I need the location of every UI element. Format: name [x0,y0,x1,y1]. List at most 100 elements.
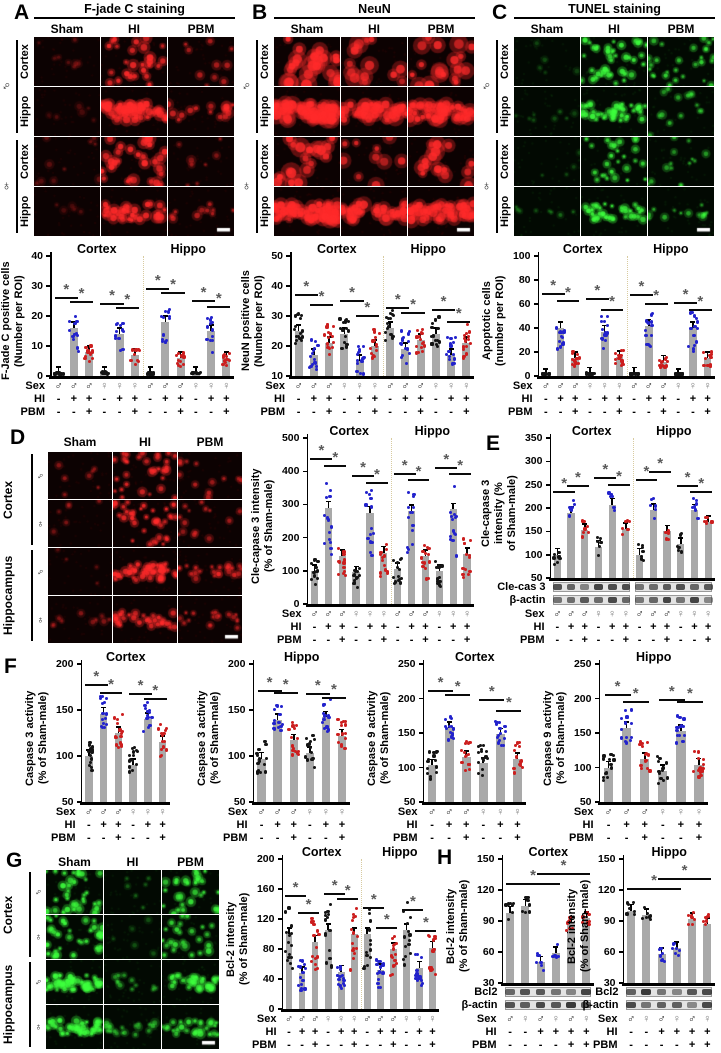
panel-g-micrographs: Sham HI PBM Cortex ♂ ♀ Hippocampus ♂ ♀ [0,846,225,1053]
micrograph-cell [101,187,167,236]
scatter-dot [384,569,388,573]
error-bar [555,947,557,954]
scatter-dot [176,351,180,355]
bar [370,346,379,376]
scatter-dot [311,348,315,352]
scatter-dot [570,352,575,356]
scatter-dot [210,350,214,354]
scatter-dot [462,333,467,338]
x-row-value: + [290,832,297,844]
scatter-dot [415,328,419,332]
y-tick-label: 0 [268,1003,275,1015]
scatter-dot [146,725,151,729]
scatter-dot [332,341,336,345]
scatter-dot [392,576,396,580]
x-row-value: ♀ [688,380,698,392]
error-bar-cap [514,752,520,754]
scatter-dot [565,929,569,933]
scatter-dot [264,756,268,760]
scatter-dot [706,914,710,918]
scatter-dot [628,739,632,743]
blot-band [662,597,672,603]
scatter-dot [313,957,317,961]
significance-line [309,304,334,306]
x-row-value: - [324,832,328,844]
significance-line [600,308,624,311]
x-row-value: ♂ [659,380,668,392]
blot-band [635,597,644,603]
scatter-dot [481,758,485,763]
scatter-dot [451,529,456,533]
blot-band [505,989,515,995]
significance-star: * [314,677,321,695]
scatter-dot [209,315,214,319]
error-bar-cap [275,713,281,715]
scatter-dot [73,321,77,326]
x-row-label-sex: Sex [573,806,594,818]
scatter-dot [677,733,682,737]
x-row-value: + [688,1026,696,1038]
x-row-label-hi: HI [533,621,545,633]
scatter-dot [294,324,298,329]
scatter-dot [659,757,663,761]
x-row-value: + [616,393,623,405]
significance-star: * [200,283,207,301]
scatter-dot [310,362,314,367]
bar [603,767,614,802]
x-row-value: + [650,621,657,633]
error-bar [327,924,329,931]
error-bar-cap [387,321,393,323]
micrograph-cell [648,37,714,86]
error-bar [328,337,330,343]
scatter-dot [629,372,633,376]
scatter-dot [486,756,490,761]
significance-line [567,485,589,488]
scatter-dot [449,344,453,348]
x-row-value: - [148,406,152,418]
scatter-dot [624,520,628,524]
scatter-dot [336,732,340,737]
significance-star: * [282,675,289,693]
y-axis-label-line: (Number per ROI) [13,275,25,367]
scatter-dot [309,577,313,581]
significance-star: * [682,285,689,303]
y-tick-label: 250 [524,478,543,491]
x-row-value: + [417,406,424,418]
scatter-dot [327,715,331,719]
bar [129,765,137,802]
x-row-value: ♂ [310,1013,320,1025]
scatter-dot [452,531,456,536]
scatter-dot [395,560,399,565]
y-tick-mark [302,570,307,572]
x-row-value: ♀ [690,608,699,620]
significance-star: * [373,466,380,484]
scatter-dot [695,320,699,324]
scatter-dot [686,914,690,918]
scatter-dot [695,326,699,330]
sex-row-symbol: ♀ [33,1021,44,1033]
scatter-dot [369,942,373,946]
group-label-hippo: Hippo [382,845,418,859]
scatter-dot [344,317,349,322]
significance-line [622,701,649,704]
scatter-dot [121,330,125,334]
scatter-dot [427,757,431,761]
y-tick-mark [418,732,423,734]
y-axis-label: Apoptotic cells (number per ROI) [481,244,509,398]
error-bar [585,911,588,918]
error-bar-cap [429,758,435,761]
micrograph-cell [581,137,647,186]
scatter-dot [599,537,603,541]
x-row-value: + [449,621,457,633]
scatter-dot [676,714,680,718]
chart-bcl2-ihc: Bcl-2 intensity (% of Sham-male) 0 40 80 120 1… [225,845,445,1053]
error-bar-cap [464,547,470,549]
significance-star: * [78,285,85,302]
x-row-value: + [601,393,608,405]
scatter-dot [649,914,653,918]
scatter-dot [437,575,441,579]
y-tick-label: 50 [579,796,592,808]
x-row-value: + [608,621,616,633]
scatter-dot [367,492,371,496]
scatter-dot [415,978,420,982]
